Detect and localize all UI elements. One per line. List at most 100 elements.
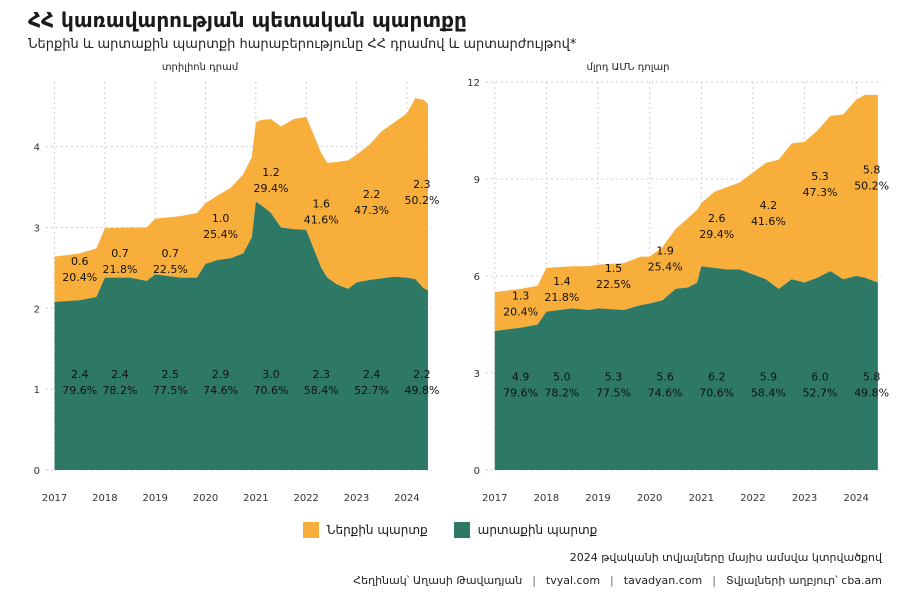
x-tick-label: 2018 [534,493,559,504]
x-tick-label: 2019 [585,493,610,504]
x-tick-label: 2021 [689,493,714,504]
data-label-external-value: 2.4 [363,368,381,381]
data-label-domestic-value: 0.6 [71,255,89,268]
panel-title: մլրդ ԱՄՆ դոլար [586,62,669,73]
x-tick-label: 2023 [344,493,369,504]
data-label-domestic-share: 21.8% [544,291,579,304]
area-domestic [494,94,878,331]
y-tick-label: 1 [34,385,40,396]
data-label-external-share: 58.4% [304,384,339,397]
chart-title: ՀՀ կառավարության պետական պարտքը [28,8,467,32]
data-label-domestic-value: 1.6 [313,198,331,211]
data-label-domestic-share: 41.6% [751,215,786,228]
data-label-external-value: 5.3 [605,371,623,384]
data-label-domestic-share: 21.8% [103,263,138,276]
data-label-external-share: 70.6% [699,387,734,400]
legend: Ներքին պարտք արտաքին պարտք [0,522,900,538]
data-label-domestic-value: 5.3 [811,170,829,183]
data-label-domestic-share: 50.2% [854,180,889,193]
data-label-external-share: 52.7% [354,384,389,397]
data-label-domestic-value: 0.7 [111,247,129,260]
footer-site-tvyal[interactable]: tvyal.com [545,574,601,587]
x-tick-label: 2024 [394,493,419,504]
data-label-domestic-value: 1.5 [605,262,623,275]
legend-swatch-domestic [302,522,319,538]
y-tick-label: 4 [34,143,40,154]
x-tick-label: 2022 [293,493,318,504]
data-label-domestic-value: 1.3 [512,290,530,303]
data-label-external-share: 70.6% [253,384,288,397]
data-label-domestic-share: 29.4% [253,182,288,195]
footer: Հեղինակ՝ Աղասի Թավադյան | tvyal.com | ta… [353,574,882,587]
area-external [494,266,878,470]
legend-label-external: արտաքին պարտք [477,523,598,537]
footer-separator: | [712,574,716,587]
data-label-external-value: 5.6 [656,371,674,384]
data-label-external-share: 49.8% [854,387,889,400]
area-domestic [54,98,428,302]
data-label-external-value: 2.4 [111,368,129,381]
data-label-domestic-share: 25.4% [648,260,683,273]
x-tick-label: 2020 [193,493,218,504]
data-label-external-value: 2.5 [162,368,180,381]
data-label-domestic-share: 47.3% [803,186,838,199]
x-tick-label: 2018 [92,493,117,504]
data-label-domestic-share: 20.4% [503,306,538,319]
data-label-domestic-value: 1.0 [212,212,230,225]
panel-title: տրիլիոն դրամ [162,62,239,73]
legend-item-external: արտաքին պարտք [453,522,598,538]
data-label-domestic-value: 2.6 [708,212,726,225]
data-note: 2024 թվականի տվյալները մայիս ամսվա կտրվա… [569,551,882,564]
data-label-external-value: 4.9 [512,371,530,384]
y-tick-label: 0 [474,466,480,477]
data-label-external-share: 77.5% [596,387,631,400]
x-tick-label: 2023 [792,493,817,504]
data-label-external-value: 2.2 [413,368,431,381]
x-tick-label: 2021 [243,493,268,504]
y-tick-label: 3 [34,224,40,235]
x-tick-label: 2019 [142,493,167,504]
y-tick-label: 9 [474,175,480,186]
y-tick-label: 12 [467,78,480,89]
footer-source: Տվյալների աղբյուր՝ cba.am [725,574,882,587]
y-tick-label: 6 [474,272,480,283]
data-label-domestic-share: 50.2% [404,194,439,207]
data-label-domestic-value: 2.3 [413,178,431,191]
data-label-external-value: 6.0 [811,371,829,384]
x-tick-label: 2017 [42,493,67,504]
data-label-external-value: 2.3 [313,368,331,381]
footer-site-tavadyan[interactable]: tavadyan.com [623,574,703,587]
data-label-external-value: 5.9 [760,371,778,384]
data-label-external-share: 78.2% [103,384,138,397]
x-tick-label: 2024 [843,493,868,504]
data-label-external-share: 74.6% [648,387,683,400]
legend-swatch-external [453,522,470,538]
data-label-domestic-share: 47.3% [354,204,389,217]
data-label-external-value: 2.9 [212,368,230,381]
x-tick-label: 2017 [482,493,507,504]
data-label-domestic-value: 1.2 [262,166,280,179]
data-label-domestic-share: 22.5% [153,263,188,276]
y-tick-label: 0 [34,466,40,477]
data-label-domestic-share: 41.6% [304,214,339,227]
data-label-domestic-share: 22.5% [596,278,631,291]
data-label-external-value: 3.0 [262,368,280,381]
data-label-domestic-share: 25.4% [203,228,238,241]
y-tick-label: 2 [34,304,40,315]
data-label-external-share: 49.8% [404,384,439,397]
area-external [54,201,428,470]
legend-label-domestic: Ներքին պարտք [326,523,428,537]
x-tick-label: 2020 [637,493,662,504]
data-label-external-value: 5.0 [553,371,571,384]
data-label-domestic-value: 1.4 [553,275,571,288]
data-label-external-value: 2.4 [71,368,89,381]
data-label-external-share: 77.5% [153,384,188,397]
data-label-domestic-value: 0.7 [162,247,180,260]
data-label-external-share: 74.6% [203,384,238,397]
legend-item-domestic: Ներքին պարտք [302,522,428,538]
data-label-domestic-value: 4.2 [760,199,778,212]
data-label-external-share: 58.4% [751,387,786,400]
footer-author: Հեղինակ՝ Աղասի Թավադյան [353,574,523,587]
data-label-domestic-share: 29.4% [699,228,734,241]
